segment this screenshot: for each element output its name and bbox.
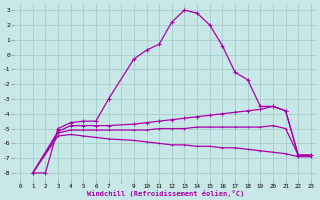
X-axis label: Windchill (Refroidissement éolien,°C): Windchill (Refroidissement éolien,°C) xyxy=(87,190,244,197)
